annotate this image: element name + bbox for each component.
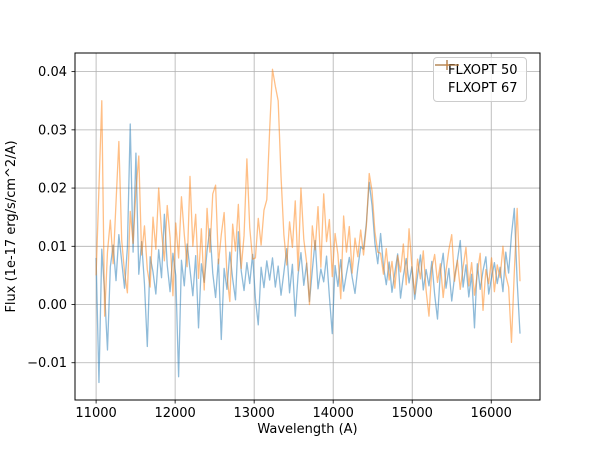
series-line-flxopt-67 bbox=[95, 68, 521, 344]
legend-item-flxopt-67: FLXOPT 67 bbox=[435, 60, 518, 97]
tick-layer: 11000 12000 13000 14000 15000 16000 −0.01 0.00 0… bbox=[27, 65, 512, 421]
frame-layer bbox=[74, 52, 541, 401]
legend: FLXOPT 50 FLXOPT 67 bbox=[433, 57, 528, 102]
y-tick-label: 0.01 bbox=[38, 240, 67, 255]
y-axis-label: Flux (1e-17 erg/s/cm^2/A) bbox=[4, 140, 19, 312]
legend-label: FLXOPT 50 bbox=[448, 63, 518, 78]
x-tick-label: 11000 bbox=[75, 406, 116, 421]
x-tick-label: 16000 bbox=[471, 406, 512, 421]
y-tick-label: 0.04 bbox=[38, 65, 67, 80]
x-axis-label: Wavelength (A) bbox=[257, 422, 357, 437]
errorbar-marker-icon bbox=[435, 60, 459, 70]
x-tick-label: 15000 bbox=[392, 406, 433, 421]
y-tick-label: 0.03 bbox=[38, 123, 67, 138]
y-tick-label: 0.02 bbox=[38, 182, 67, 197]
grid-layer bbox=[75, 53, 540, 400]
series-layer bbox=[95, 68, 521, 384]
y-tick-label: 0.00 bbox=[38, 298, 67, 313]
x-tick-label: 13000 bbox=[233, 406, 274, 421]
x-tick-label: 14000 bbox=[313, 406, 354, 421]
y-tick-label: −0.01 bbox=[27, 356, 67, 371]
x-tick-label: 12000 bbox=[154, 406, 195, 421]
series-line-flxopt-50 bbox=[95, 123, 521, 384]
legend-label: FLXOPT 67 bbox=[448, 81, 518, 96]
axes-frame bbox=[74, 52, 541, 401]
